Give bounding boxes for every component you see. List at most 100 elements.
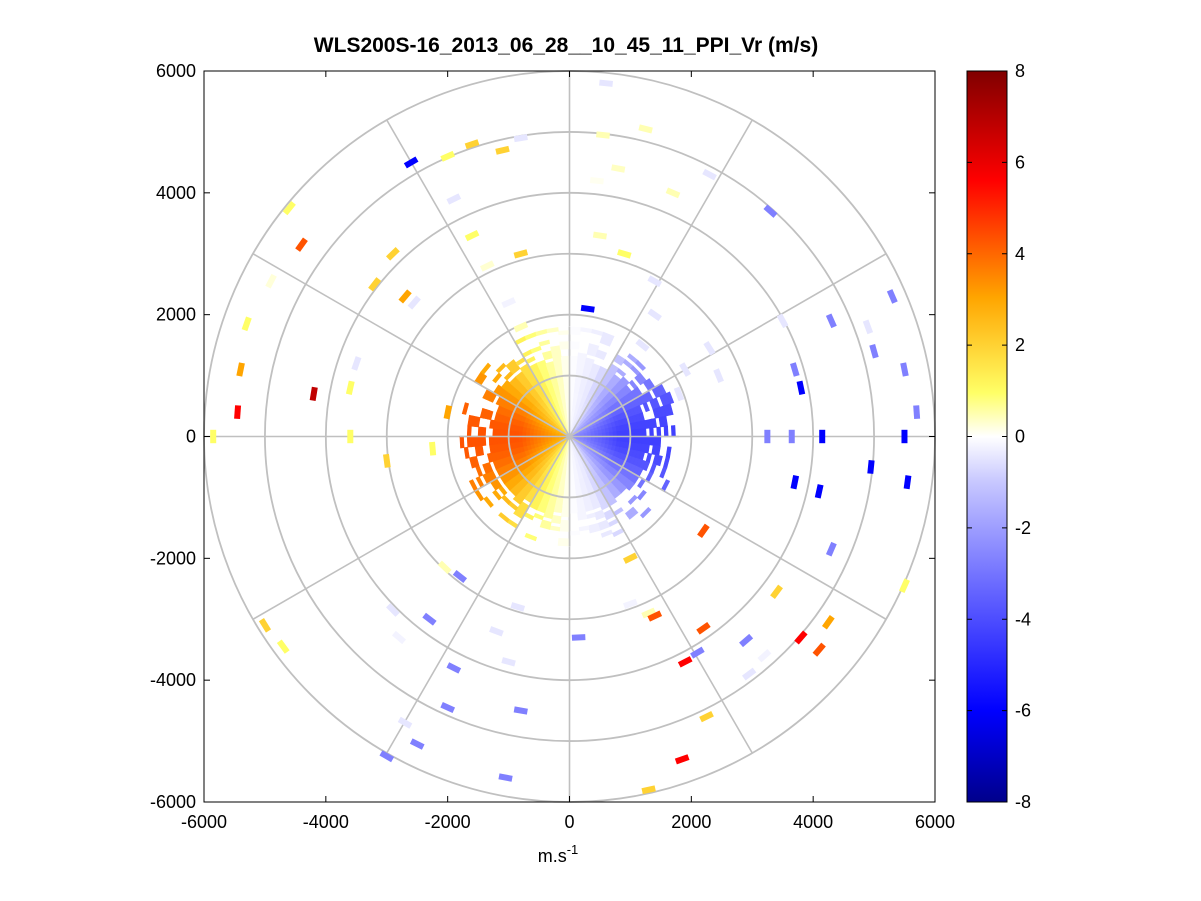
velocity-sample — [295, 237, 308, 252]
velocity-sample — [794, 630, 808, 645]
velocity-sample — [677, 656, 693, 668]
near-field-cell — [595, 512, 606, 521]
grid-spoke — [568, 341, 626, 437]
velocity-sample — [665, 187, 681, 199]
near-field-cell — [461, 402, 470, 415]
colorbar-tick-label: 4 — [1015, 244, 1025, 264]
velocity-sample — [443, 405, 453, 420]
x-axis-label-superscript: -1 — [567, 842, 579, 857]
near-field-cell — [514, 430, 519, 437]
x-axis-label: m.s-1 — [538, 842, 579, 866]
velocity-sample — [351, 356, 362, 371]
x-axis-label-text: m.s — [538, 846, 567, 866]
velocity-sample — [258, 618, 272, 633]
velocity-sample — [386, 246, 400, 261]
velocity-sample — [464, 229, 480, 242]
grid-spoke — [568, 436, 626, 532]
velocity-sample — [641, 607, 656, 619]
near-field-cell — [569, 377, 576, 383]
grid-spoke — [569, 380, 665, 438]
grid-spoke — [513, 436, 571, 532]
near-field-cell — [563, 377, 570, 383]
near-field-cell — [558, 330, 570, 336]
near-field-cell — [569, 487, 576, 492]
near-field-cell — [459, 436, 465, 449]
near-field-cell — [585, 357, 595, 364]
near-field-cell — [627, 494, 638, 505]
near-field-cell — [538, 339, 551, 347]
velocity-sample — [422, 612, 437, 626]
near-field-cell — [492, 428, 498, 437]
x-axis: -6000 -4000 -2000 0 2000 4000 6000 — [181, 71, 955, 832]
velocity-sample — [513, 249, 529, 259]
x-tick-label: -2000 — [425, 812, 471, 832]
velocity-sample — [513, 706, 528, 715]
near-field-cell — [656, 426, 662, 437]
near-field-cell — [656, 436, 662, 447]
near-field-cell — [601, 331, 615, 341]
velocity-sample — [383, 453, 391, 468]
near-field-cell — [656, 455, 663, 467]
near-field-cell — [546, 327, 559, 334]
velocity-sample — [702, 168, 717, 181]
velocity-sample — [886, 289, 898, 304]
y-tick-label: -6000 — [150, 792, 196, 812]
velocity-sample — [498, 773, 513, 782]
velocity-sample — [580, 304, 595, 313]
near-field-cell — [498, 512, 510, 523]
range-ring — [324, 191, 815, 682]
near-field-cell — [569, 501, 578, 507]
near-field-cell — [569, 508, 578, 514]
velocity-sample — [611, 164, 626, 173]
velocity-sample — [398, 289, 412, 304]
velocity-sample — [814, 484, 824, 499]
near-field-cell — [557, 541, 570, 547]
near-field-cell — [561, 501, 570, 507]
near-field-cell — [466, 425, 472, 437]
near-field-cell — [514, 436, 519, 443]
velocity-sample — [241, 316, 252, 332]
near-field-cell — [492, 489, 503, 501]
colorbar-tick-label: -8 — [1015, 792, 1031, 812]
near-field-cell — [635, 359, 647, 371]
grid-spoke — [569, 435, 665, 493]
near-field-cell — [636, 489, 647, 501]
plot-area: -6000 -4000 -2000 0 2000 4000 6000 -6000-4000-… — [150, 61, 955, 832]
velocity-sample — [825, 541, 837, 557]
velocity-sample — [796, 380, 806, 395]
velocity-sample — [236, 362, 245, 377]
near-field-cell — [569, 490, 576, 496]
velocity-sample — [790, 362, 800, 377]
velocity-sample — [617, 249, 632, 259]
velocity-sample — [913, 405, 921, 420]
far-field-velocity-samples — [210, 79, 921, 795]
near-field-cell — [639, 506, 652, 519]
velocity-sample — [825, 313, 837, 329]
near-field-cell — [480, 362, 492, 375]
velocity-sample — [690, 646, 705, 659]
velocity-sample — [501, 657, 516, 667]
velocity-sample — [674, 754, 690, 765]
near-field-velocity — [459, 326, 680, 547]
velocity-sample — [403, 156, 419, 169]
near-field-cell — [620, 436, 625, 443]
velocity-sample — [429, 441, 437, 456]
near-field-cell — [553, 507, 563, 514]
velocity-sample — [437, 560, 452, 575]
velocity-sample — [489, 626, 504, 637]
velocity-sample — [699, 711, 714, 723]
velocity-sample — [501, 297, 516, 309]
velocity-sample — [647, 275, 663, 288]
velocity-sample — [452, 570, 468, 584]
near-field-cell — [466, 436, 472, 448]
velocity-sample — [495, 145, 510, 155]
near-field-cell — [569, 381, 576, 386]
velocity-sample — [276, 639, 290, 654]
velocity-sample — [446, 662, 462, 674]
velocity-sample — [446, 193, 462, 205]
colorbar-tick-label: -2 — [1015, 518, 1031, 538]
near-field-cell — [560, 512, 570, 518]
near-field-cell — [563, 381, 570, 386]
colorbar: -8 -6 -4 -2 0 2 4 6 8 — [966, 61, 1031, 812]
velocity-sample — [790, 475, 800, 490]
